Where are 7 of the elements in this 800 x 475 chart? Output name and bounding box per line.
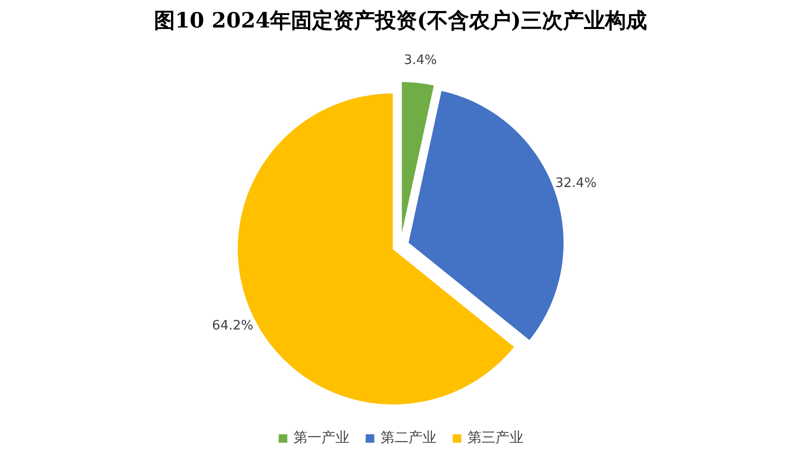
legend-label: 第二产业 <box>380 429 436 447</box>
data-label: 64.2% <box>212 318 254 334</box>
data-label: 32.4% <box>555 176 597 192</box>
legend-label: 第三产业 <box>468 429 524 447</box>
data-label: 3.4% <box>404 53 437 68</box>
legend-label: 第一产业 <box>294 429 350 447</box>
chart-title: 图10 2024年固定资产投资(不含农户)三次产业构成 <box>154 8 647 32</box>
